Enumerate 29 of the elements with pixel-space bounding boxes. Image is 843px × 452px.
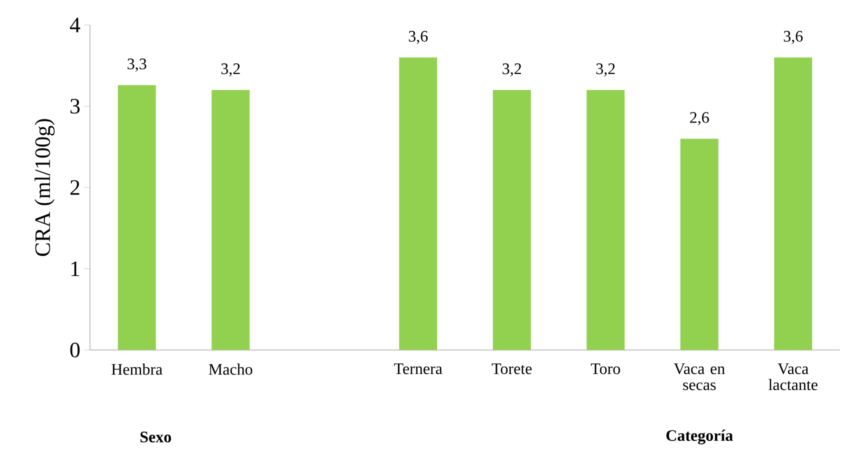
bar [774, 58, 812, 350]
y-tick-label: 1 [71, 261, 80, 276]
y-axis-title: CRA (ml/100g) [34, 119, 55, 256]
x-tick-label: Torete [492, 364, 532, 374]
x-tick-label: Vaca lactante [768, 364, 818, 390]
text: Sexo [140, 432, 172, 442]
bar [212, 90, 250, 350]
y-tick-label: 2 [70, 180, 80, 195]
data-label: 3,3 [128, 58, 146, 72]
x-tick-label: Vaca en secas [674, 364, 725, 390]
data-label: 3,6 [784, 30, 803, 44]
data-label: 3,2 [596, 63, 615, 76]
data-label: 3,6 [408, 30, 428, 44]
x-tick-label: Toro [590, 364, 620, 374]
x-tick-label: Hembra [112, 364, 162, 375]
y-tick-label: 0 [70, 342, 80, 358]
bar [680, 138, 718, 350]
data-label: 2,6 [690, 112, 709, 126]
y-tick-label: 3 [70, 98, 80, 114]
x-tick-label: Ternera [394, 364, 442, 374]
bar [586, 90, 625, 350]
data-label: 3,2 [221, 63, 240, 76]
bar [399, 58, 438, 350]
text: Categoría [666, 430, 733, 444]
x-tick-label: Macho [208, 364, 252, 375]
bar [118, 85, 156, 350]
data-label: 3,2 [502, 63, 522, 76]
y-tick-label: 4 [70, 18, 80, 32]
bar [492, 90, 531, 350]
